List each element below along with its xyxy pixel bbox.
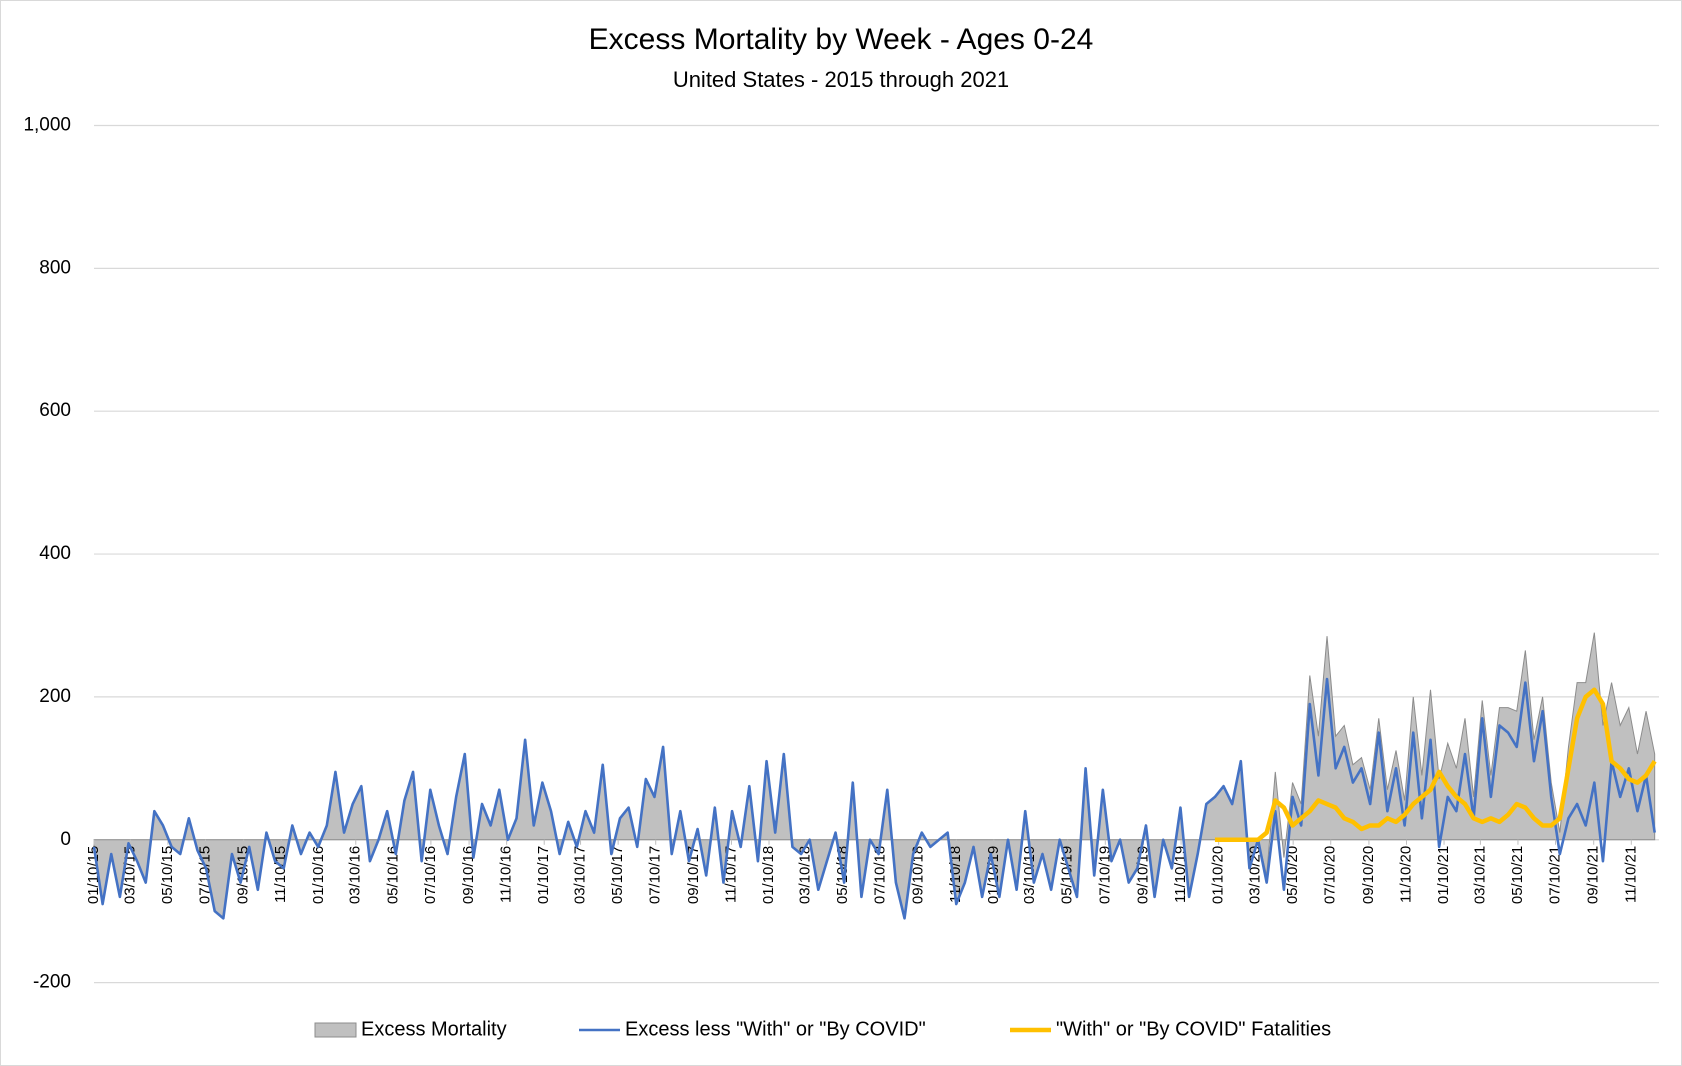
x-tick-label: 03/10/17 — [572, 846, 589, 904]
y-tick-label: -200 — [33, 972, 71, 993]
x-tick-label: 05/10/21 — [1509, 846, 1526, 904]
x-tick-label: 11/10/21 — [1622, 846, 1639, 903]
x-tick-label: 01/10/16 — [310, 846, 327, 904]
line — [92, 677, 1656, 920]
legend-label: "With" or "By COVID" Fatalities — [1056, 1018, 1331, 1040]
legend-swatch — [314, 1022, 357, 1038]
x-tick-label: 05/10/19 — [1059, 846, 1076, 904]
x-tick-label: 09/10/16 — [460, 846, 477, 904]
legend-label: Excess less "With" or "By COVID" — [625, 1018, 926, 1040]
x-tick-label: 03/10/16 — [347, 846, 364, 904]
x-tick-label: 07/10/16 — [422, 846, 439, 904]
x-tick-label: 09/10/21 — [1585, 846, 1602, 904]
x-tick-label: 07/10/21 — [1546, 846, 1563, 904]
y-tick-label: 1,000 — [23, 115, 71, 136]
x-tick-label: 05/10/16 — [384, 846, 401, 904]
x-tick-label: 09/10/20 — [1360, 846, 1377, 904]
x-tick-label: 03/10/18 — [796, 846, 813, 904]
x-tick-label: 03/10/21 — [1471, 846, 1488, 904]
line — [1214, 687, 1657, 842]
y-tick-label: 0 — [60, 829, 71, 850]
y-tick-label: 400 — [39, 543, 71, 564]
x-tick-label: 11/10/20 — [1397, 846, 1414, 903]
x-tick-label: 07/10/20 — [1322, 846, 1339, 904]
x-tick-label: 01/10/17 — [535, 846, 552, 904]
x-tick-label: 09/10/18 — [910, 846, 927, 904]
x-tick-label: 01/10/15 — [85, 846, 102, 904]
x-tick-label: 01/10/18 — [760, 846, 777, 904]
x-tick-label: 11/10/16 — [498, 846, 515, 903]
x-tick-label: 05/10/20 — [1284, 846, 1301, 904]
x-tick-label: 07/10/17 — [647, 846, 664, 904]
x-tick-label: 01/10/21 — [1435, 846, 1452, 904]
y-tick-label: 600 — [39, 400, 71, 421]
x-tick-label: 05/10/15 — [159, 846, 176, 904]
x-tick-label: 05/10/17 — [609, 846, 626, 904]
y-tick-label: 200 — [39, 686, 71, 707]
x-tick-label: 07/10/18 — [871, 846, 888, 904]
x-tick-label: 03/10/19 — [1021, 846, 1038, 904]
legend-label: Excess Mortality — [361, 1018, 507, 1040]
y-tick-label: 800 — [39, 257, 71, 278]
chart-title: Excess Mortality by Week - Ages 0-24 — [589, 23, 1094, 56]
x-tick-label: 01/10/20 — [1210, 846, 1227, 904]
x-tick-label: 07/10/19 — [1096, 846, 1113, 904]
chart-subtitle: United States - 2015 through 2021 — [673, 67, 1009, 92]
